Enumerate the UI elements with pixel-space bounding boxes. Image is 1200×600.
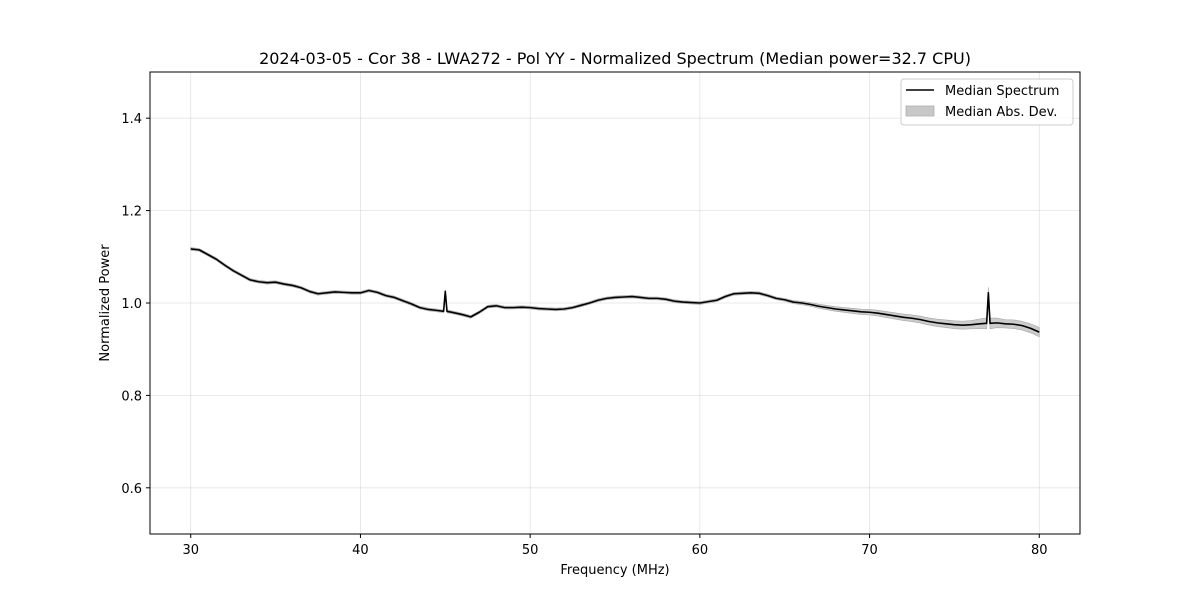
x-tick-label: 50 — [522, 543, 539, 558]
y-tick-label: 1.2 — [121, 205, 142, 220]
grid — [150, 72, 1080, 534]
x-tick-label: 70 — [861, 543, 878, 558]
legend-mad-label: Median Abs. Dev. — [945, 105, 1057, 120]
legend-mad-swatch — [905, 105, 935, 117]
legend: Median Spectrum Median Abs. Dev. — [900, 78, 1074, 126]
x-axis-ticks: 30 40 50 60 70 80 — [182, 534, 1048, 558]
legend-box — [900, 78, 1074, 126]
chart-title: 2024-03-05 - Cor 38 - LWA272 - Pol YY - … — [259, 49, 971, 68]
x-axis-label: Frequency (MHz) — [560, 563, 669, 578]
y-axis-label: Normalized Power — [98, 244, 113, 362]
legend-median-label: Median Spectrum — [945, 84, 1059, 99]
x-tick-label: 30 — [182, 543, 199, 558]
x-tick-label: 80 — [1031, 543, 1048, 558]
y-tick-label: 1.4 — [121, 112, 142, 127]
y-tick-label: 0.6 — [121, 482, 142, 497]
median-line-layer — [190, 248, 1040, 333]
y-tick-label: 1.0 — [121, 297, 142, 312]
mad-band — [190, 247, 1040, 338]
x-tick-label: 40 — [352, 543, 369, 558]
median-spectrum-line — [190, 248, 1040, 333]
y-axis-ticks: 0.6 0.8 1.0 1.2 1.4 — [121, 112, 150, 497]
mad-band-layer — [190, 247, 1040, 338]
y-tick-label: 0.8 — [121, 389, 142, 404]
x-tick-label: 60 — [692, 543, 709, 558]
